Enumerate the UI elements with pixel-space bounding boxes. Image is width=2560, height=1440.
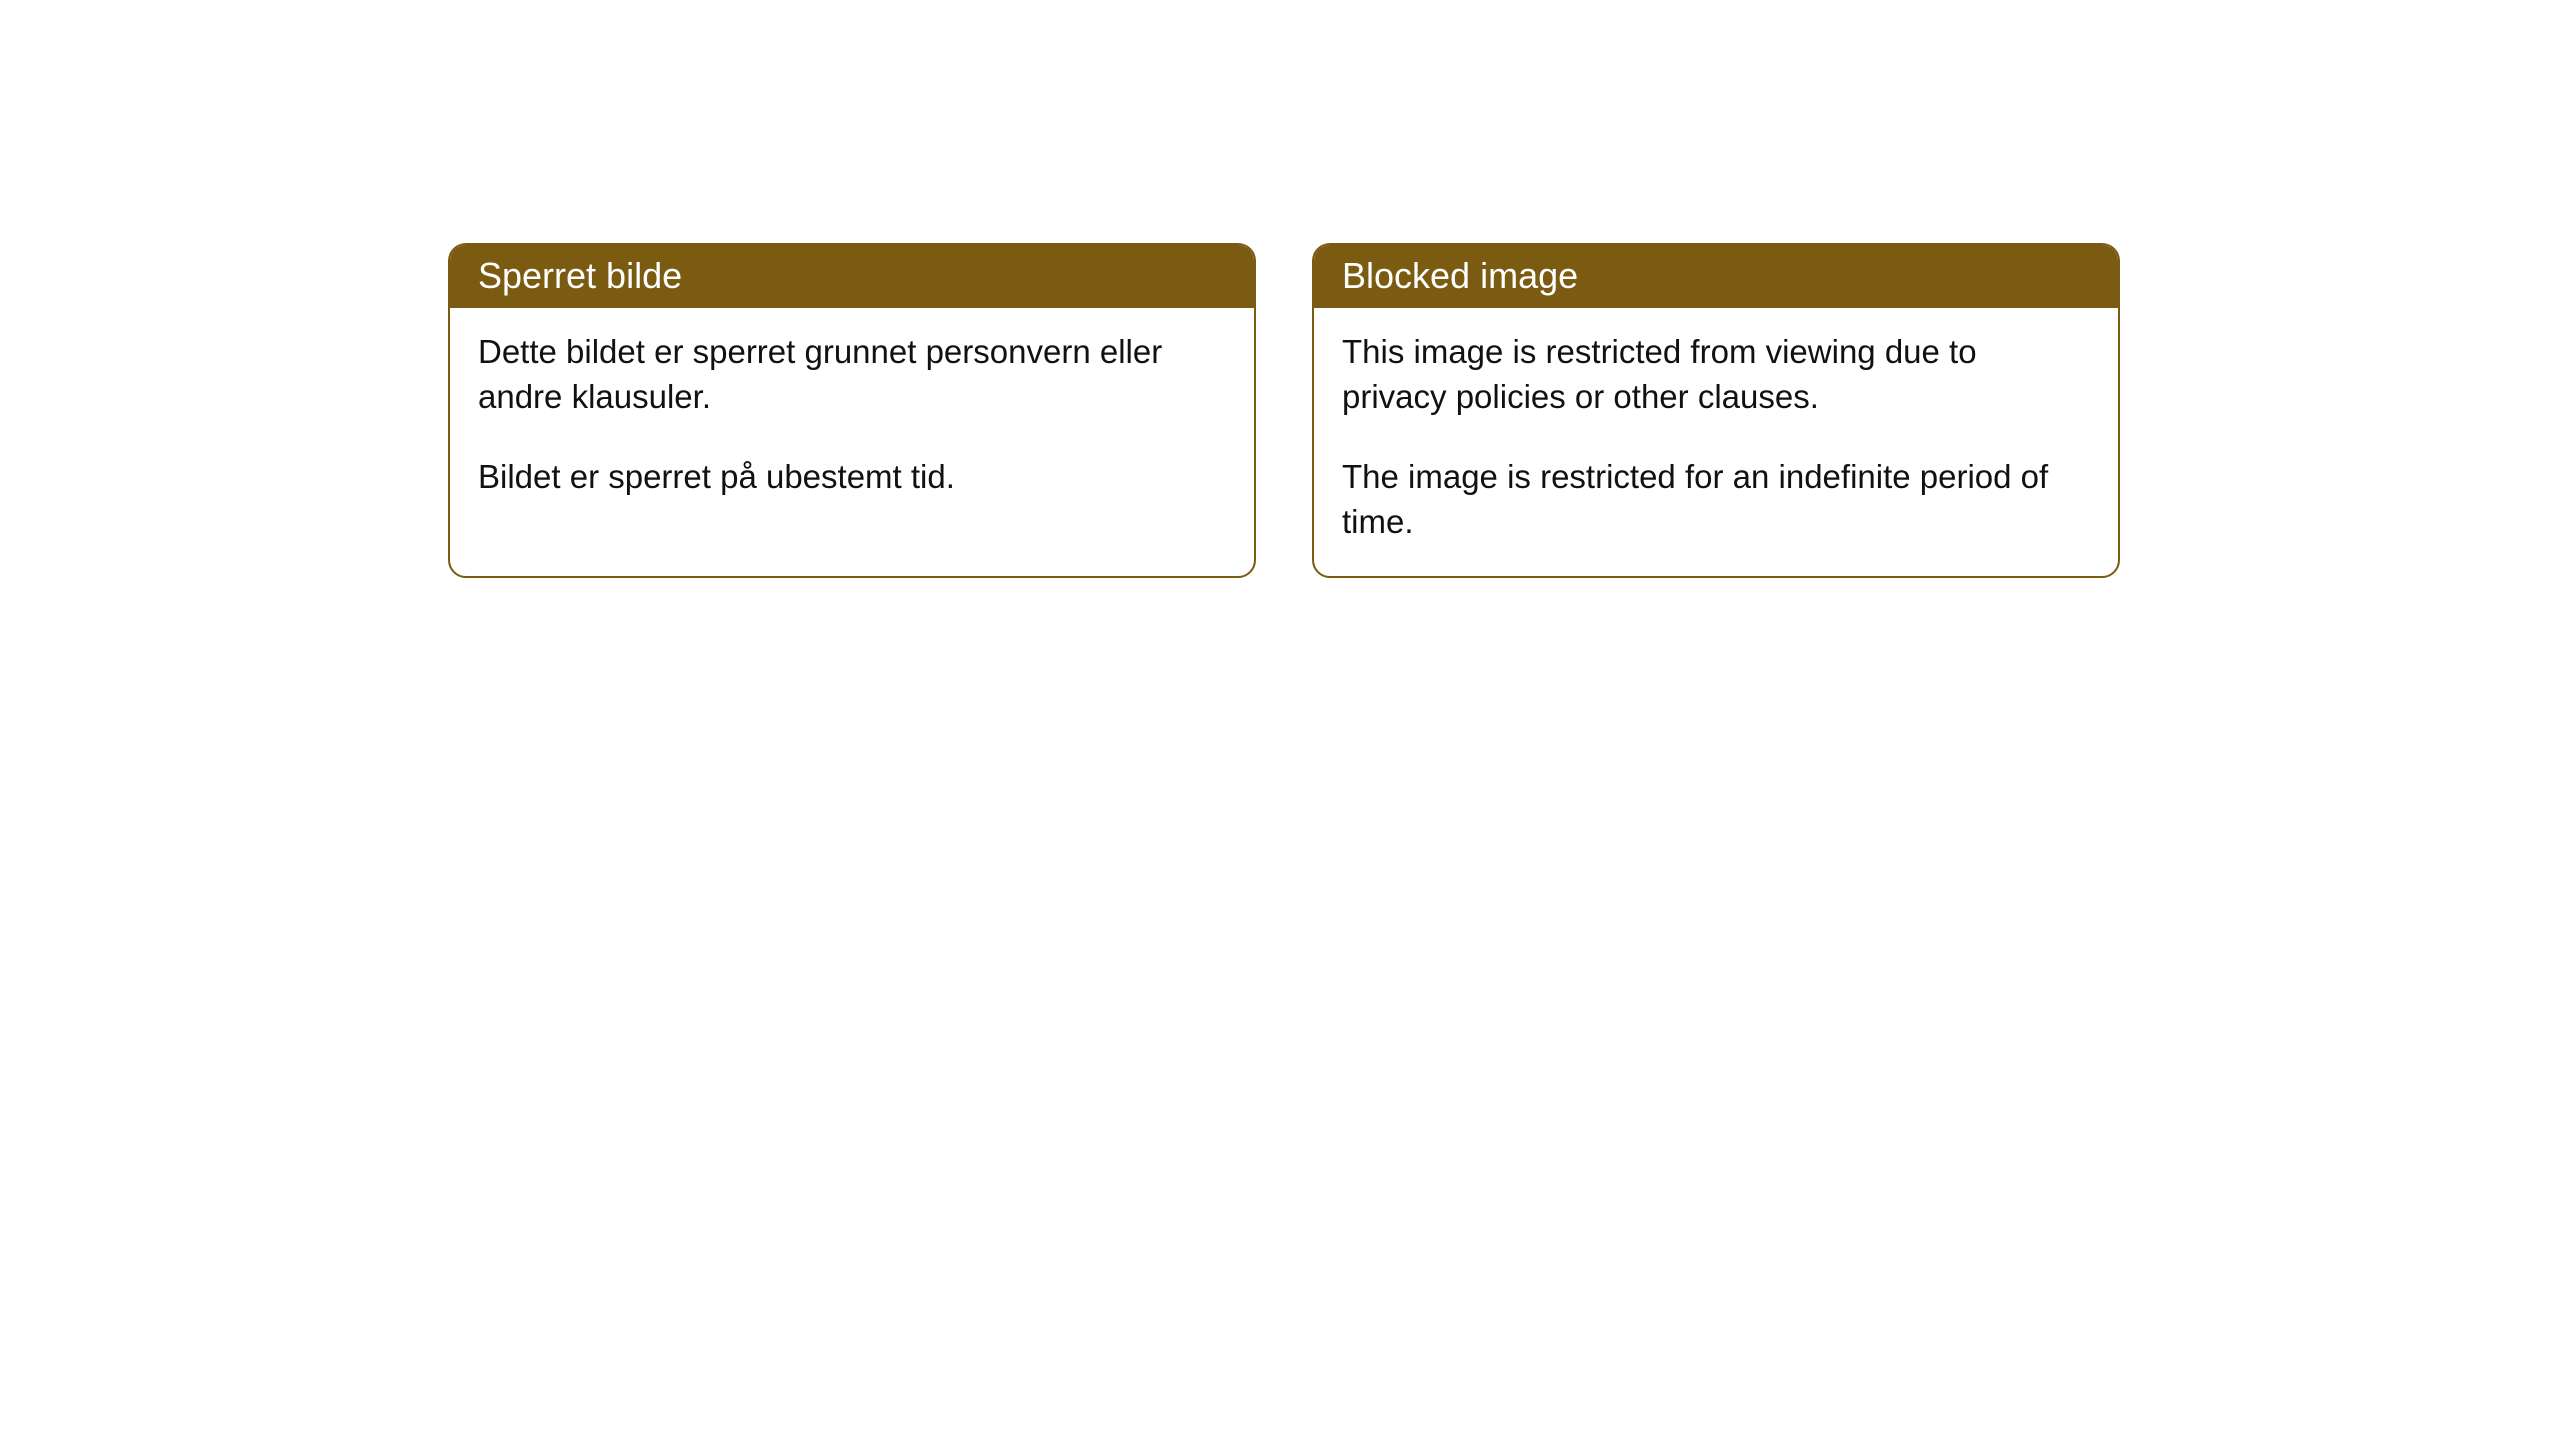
- card-body: Dette bildet er sperret grunnet personve…: [450, 308, 1254, 532]
- card-body: This image is restricted from viewing du…: [1314, 308, 2118, 576]
- notice-card-norwegian: Sperret bilde Dette bildet er sperret gr…: [448, 243, 1256, 578]
- card-header: Blocked image: [1314, 245, 2118, 308]
- card-paragraph: Dette bildet er sperret grunnet personve…: [478, 330, 1226, 419]
- card-paragraph: Bildet er sperret på ubestemt tid.: [478, 455, 1226, 500]
- notice-container: Sperret bilde Dette bildet er sperret gr…: [448, 243, 2120, 578]
- notice-card-english: Blocked image This image is restricted f…: [1312, 243, 2120, 578]
- card-paragraph: This image is restricted from viewing du…: [1342, 330, 2090, 419]
- card-paragraph: The image is restricted for an indefinit…: [1342, 455, 2090, 544]
- card-title: Sperret bilde: [478, 255, 682, 296]
- card-title: Blocked image: [1342, 255, 1578, 296]
- card-header: Sperret bilde: [450, 245, 1254, 308]
